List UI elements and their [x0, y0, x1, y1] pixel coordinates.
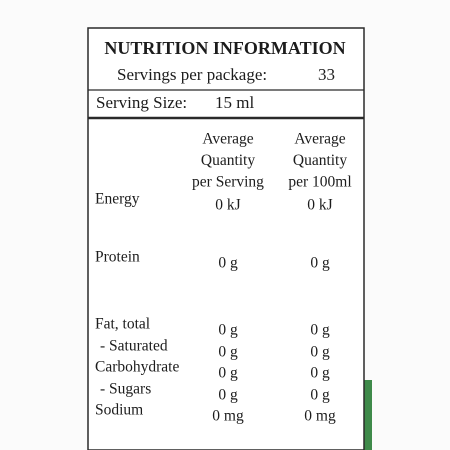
column-header: Average — [202, 131, 253, 148]
row-value: 0 g — [310, 322, 330, 339]
row-value: 0 g — [218, 365, 238, 382]
serving-size-value: 15 ml — [215, 93, 254, 112]
green-edge — [362, 380, 372, 450]
serving-size-label: Serving Size: — [96, 93, 187, 112]
column-header: per 100ml — [288, 174, 351, 191]
column-header: Average — [294, 131, 345, 148]
row-value: 0 kJ — [215, 197, 240, 214]
servings-label: Servings per package: — [117, 65, 267, 84]
row-label: - Sugars — [100, 381, 151, 398]
row-label: Energy — [95, 191, 140, 208]
column-header: per Serving — [192, 174, 264, 191]
row-value: 0 g — [310, 344, 330, 361]
row-label: - Saturated — [100, 338, 168, 355]
row-label: Protein — [95, 249, 140, 266]
column-header: Quantity — [201, 152, 255, 169]
label-box — [87, 27, 365, 450]
title: NUTRITION INFORMATION — [104, 38, 345, 58]
row-label: Carbohydrate — [95, 359, 179, 376]
row-value: 0 g — [310, 255, 330, 272]
row-value: 0 g — [218, 322, 238, 339]
row-label: Fat, total — [95, 316, 150, 333]
row-value: 0 mg — [212, 408, 244, 425]
column-header: Quantity — [293, 152, 347, 169]
row-value: 0 mg — [304, 408, 336, 425]
row-value: 0 g — [310, 387, 330, 404]
row-value: 0 g — [218, 387, 238, 404]
servings-value: 33 — [318, 65, 335, 84]
row-value: 0 kJ — [307, 197, 332, 214]
row-label: Sodium — [95, 402, 143, 419]
row-value: 0 g — [218, 255, 238, 272]
row-value: 0 g — [218, 344, 238, 361]
row-value: 0 g — [310, 365, 330, 382]
